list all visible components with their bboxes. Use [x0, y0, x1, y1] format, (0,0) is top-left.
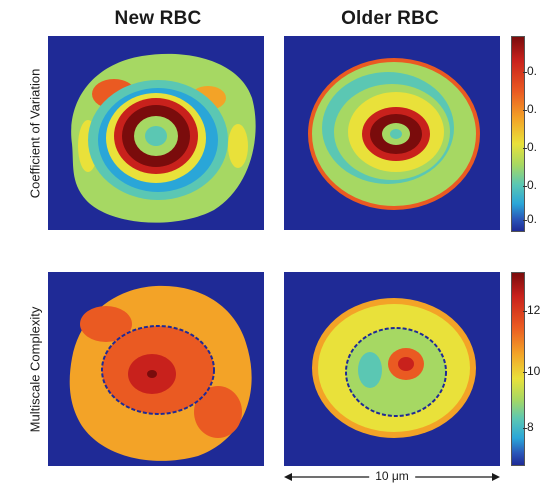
cell-new-rbc-cv	[71, 53, 256, 223]
colorbar-mc-tick-label: 8	[527, 420, 534, 434]
row-title-coefficient-of-variation: Coefficient of Variation	[27, 68, 43, 199]
colorbar-mc-tick	[523, 428, 527, 429]
colorbar-mc	[511, 272, 525, 466]
cell-older-rbc-cv	[308, 58, 480, 210]
scale-bar: 10 μm	[284, 469, 500, 484]
scale-bar-label: 10 μm	[369, 469, 415, 483]
colorbar-cv-tick-label: 0.	[527, 64, 538, 78]
colorbar-cv-tick	[523, 110, 527, 111]
cell-older-rbc-mc	[312, 298, 476, 438]
colorbar-cv	[511, 36, 525, 232]
colorbar-cv-tick-label: 0.	[527, 102, 538, 116]
colorbar-cv-tick	[523, 186, 527, 187]
colorbar-cv-tick	[523, 148, 527, 149]
heatmap-older-rbc-mc	[284, 272, 500, 466]
colorbar-mc-tick	[523, 311, 527, 312]
column-title-new-rbc: New RBC	[114, 8, 202, 29]
colorbar-cv-tick-label: 0.	[527, 212, 538, 226]
colorbar-cv-tick-label: 0.	[527, 140, 538, 154]
colorbar-cv-tick	[523, 220, 527, 221]
colorbar-mc-tick-label: 10	[527, 364, 540, 378]
cell-new-rbc-mc	[69, 285, 252, 461]
colorbar-mc-tick-label: 12	[527, 303, 540, 317]
heatmap-new-rbc-mc	[48, 272, 264, 466]
colorbar-cv-tick-label: 0.	[527, 178, 538, 192]
heatmap-new-rbc-cv	[48, 36, 264, 230]
row-title-multiscale-complexity: Multiscale Complexity	[27, 306, 43, 433]
colorbar-cv-tick	[523, 72, 527, 73]
heatmap-older-rbc-cv	[284, 36, 500, 230]
colorbar-mc-tick	[523, 372, 527, 373]
column-title-older-rbc: Older RBC	[341, 8, 439, 29]
